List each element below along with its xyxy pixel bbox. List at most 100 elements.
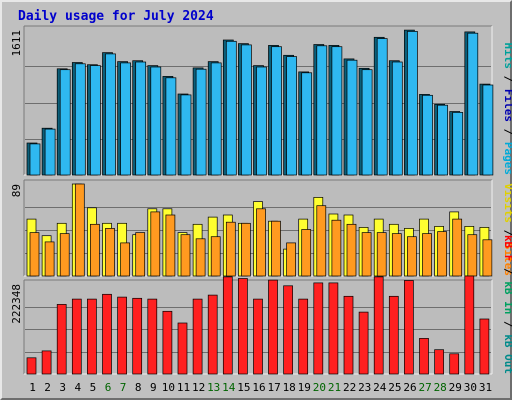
visits-panel-sites-bar [59, 233, 70, 277]
kbytes-panel-kb-f-bar [117, 296, 127, 375]
visits-panel: 89 Visits / Sites [10, 179, 512, 277]
kbytes-panel-kb-f-bar [328, 282, 339, 375]
hits-panel-files-bar [422, 94, 433, 176]
kbytes-panel-kb-f-bar [177, 322, 188, 375]
hits-panel-files-bar [376, 38, 388, 176]
x-tick-label: 23 [358, 381, 371, 394]
x-tick-label: 6 [105, 381, 112, 394]
hits-panel-max-label: 1611 [10, 30, 23, 57]
legend-entry: Hits [502, 43, 512, 70]
x-tick-label: 22 [343, 381, 356, 394]
kbytes-panel-kb-f-bar [87, 298, 97, 375]
visits-panel-sites-bar [225, 221, 236, 277]
kbytes-panel-kb-f-bar [238, 278, 248, 375]
visits-panel-sites-bar [331, 219, 342, 277]
visits-panel-sites-bar [105, 228, 115, 277]
visits-panel-sites-bar [361, 232, 372, 277]
hits-panel-files-bar [74, 63, 86, 176]
hits-panel-files-bar [316, 45, 328, 176]
visits-panel-max-label: 89 [10, 184, 23, 197]
visits-panel-sites-bar [467, 234, 478, 277]
x-tick-label: 1 [29, 381, 36, 394]
hits-panel-files-bar [301, 72, 313, 176]
hits-panel-files-bar [467, 32, 479, 176]
hits-panel-files-bar [241, 44, 252, 176]
hits-panel-files-bar [437, 104, 448, 176]
hits-panel-files-bar [90, 65, 101, 176]
kbytes-panel-kb-f-bar [388, 295, 399, 375]
kbytes-panel-kb-f-bar [358, 311, 369, 375]
hits-panel-files-bar [59, 69, 71, 176]
visits-panel-sites-bar [346, 223, 357, 277]
hits-panel-files-bar [407, 31, 418, 176]
x-tick-label: 29 [449, 381, 462, 394]
hits-panel-files-bar [120, 62, 131, 176]
legend-entry: kB F [502, 235, 512, 262]
legend-entry: / [502, 314, 512, 334]
hits-panel-files-bar [225, 40, 237, 176]
hits-panel-files-bar [150, 66, 162, 176]
visits-panel-sites-bar [256, 208, 266, 277]
visits-panel-sites-bar [407, 236, 417, 277]
kbytes-panel-kb-f-bar [283, 285, 293, 375]
visits-panel-sites-bar [482, 239, 493, 277]
x-tick-label: 4 [74, 381, 81, 394]
x-tick-label: 3 [59, 381, 66, 394]
kbytes-panel-max-label: 222348 [10, 284, 23, 324]
x-tick-label: 31 [479, 381, 492, 394]
visits-panel-sites-bar [210, 236, 221, 277]
hits-panel-files-bar [210, 62, 222, 176]
hits-panel-files-bar [391, 61, 403, 176]
legend-entry: kB In [502, 281, 512, 314]
kbytes-panel-kb-f-bar [313, 282, 324, 375]
kbytes-panel-kb-f-bar [192, 298, 203, 375]
kbytes-panel-kb-f-bar [449, 353, 460, 375]
kbytes-panel-kb-f-bar [253, 298, 263, 375]
visits-panel-sites-bar [135, 232, 146, 277]
hits-panel-files-bar [271, 46, 282, 176]
legend-entry: / [502, 122, 512, 142]
panels-group: 1611 Hits / Files / Pages 89 Visits / Sites… [10, 25, 512, 375]
x-tick-label: 13 [207, 381, 220, 394]
hits-panel-files-bar [452, 112, 464, 176]
kbytes-panel-kb-f-bar [41, 350, 52, 375]
x-tick-label: 12 [192, 381, 205, 394]
legend-entry: Pages [502, 142, 512, 175]
kbytes-panel-kb-f-bar [56, 304, 67, 375]
hits-panel-files-bar [286, 56, 297, 176]
legend-entry: / [502, 261, 512, 281]
visits-panel-sites-bar [316, 205, 327, 277]
x-tick-label: 11 [177, 381, 190, 394]
visits-panel-sites-bar [391, 233, 402, 277]
visits-panel-sites-bar [422, 233, 432, 277]
visits-panel-sites-bar [376, 232, 387, 277]
visits-panel-sites-bar [150, 211, 161, 277]
x-tick-label: 19 [298, 381, 311, 394]
visits-panel-sites-bar [437, 231, 447, 277]
kbytes-panel-kb-f-bar [147, 298, 158, 375]
kbytes-panel-kb-f-bar [434, 349, 444, 375]
visits-panel-legend: Visits / Sites [502, 183, 512, 276]
hits-panel: 1611 Hits / Files / Pages [10, 25, 512, 176]
kbytes-panel-kb-f-bar [419, 338, 429, 375]
hits-panel-files-bar [256, 66, 267, 176]
x-tick-label: 15 [237, 381, 250, 394]
x-axis: 1 2 3 4 5 6 7 8 9 10 11 12 13 14 15 16 17 18 19 20 21 22 23 24 2… [29, 381, 492, 394]
visits-panel-sites-bar [195, 238, 206, 277]
visits-panel-sites-bar [165, 214, 176, 277]
visits-panel-sites-bar [44, 241, 55, 277]
legend-entry: Sites [502, 243, 512, 276]
x-tick-label: 26 [403, 381, 416, 394]
visits-panel-sites-bar [90, 223, 100, 277]
x-tick-label: 27 [418, 381, 431, 394]
hits-panel-files-bar [29, 143, 41, 176]
chart-title: Daily usage for July 2024 [18, 9, 214, 24]
visits-panel-sites-bar [180, 234, 191, 277]
hits-panel-legend: Hits / Files / Pages [502, 43, 512, 176]
hits-panel-files-bar [361, 69, 373, 176]
hits-panel-files-bar [195, 68, 207, 176]
visits-panel-sites-bar [271, 220, 281, 277]
kbytes-panel-kb-f-bar [102, 293, 112, 375]
kbytes-panel-kb-f-bar [479, 318, 490, 375]
